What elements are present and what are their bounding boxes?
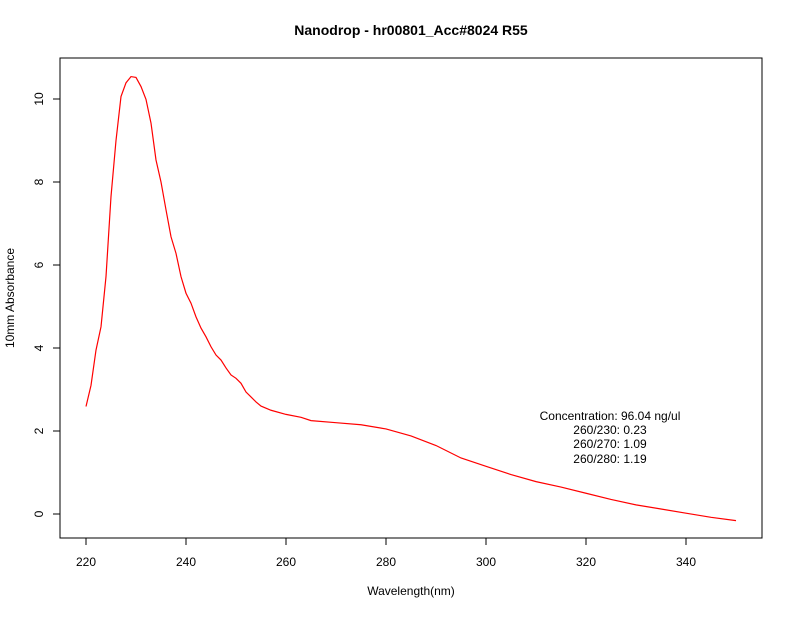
absorbance-line xyxy=(85,75,737,522)
x-tick-label: 260 xyxy=(276,555,296,569)
y-tick-label: 0 xyxy=(32,510,46,517)
x-tick-label: 240 xyxy=(176,555,196,569)
y-tick-label: 8 xyxy=(32,178,46,185)
plot-frame xyxy=(59,57,763,539)
x-tick-label: 320 xyxy=(576,555,596,569)
x-tick-label: 220 xyxy=(76,555,96,569)
y-tick-label: 10 xyxy=(32,92,46,106)
y-tick-label: 4 xyxy=(32,344,46,351)
annotation-260-270: 260/270: 1.09 xyxy=(573,437,647,451)
x-tick-label: 300 xyxy=(476,555,496,569)
y-tick-label: 2 xyxy=(32,427,46,434)
annotation-concentration: Concentration: 96.04 ng/ul xyxy=(540,409,681,423)
stats-annotation: Concentration: 96.04 ng/ul 260/230: 0.23… xyxy=(540,409,681,466)
x-axis-label: Wavelength(nm) xyxy=(367,584,455,598)
x-tick-label: 280 xyxy=(376,555,396,569)
y-axis: 0 2 4 6 8 10 xyxy=(32,92,61,517)
chart-title: Nanodrop - hr00801_Acc#8024 R55 xyxy=(294,22,528,38)
y-tick-label: 6 xyxy=(32,261,46,268)
x-axis: 220 240 260 280 300 320 340 xyxy=(76,537,696,569)
annotation-260-280: 260/280: 1.19 xyxy=(573,452,647,466)
x-tick-label: 340 xyxy=(676,555,696,569)
y-axis-label: 10mm Absorbance xyxy=(3,248,17,348)
annotation-260-230: 260/230: 0.23 xyxy=(573,423,647,437)
